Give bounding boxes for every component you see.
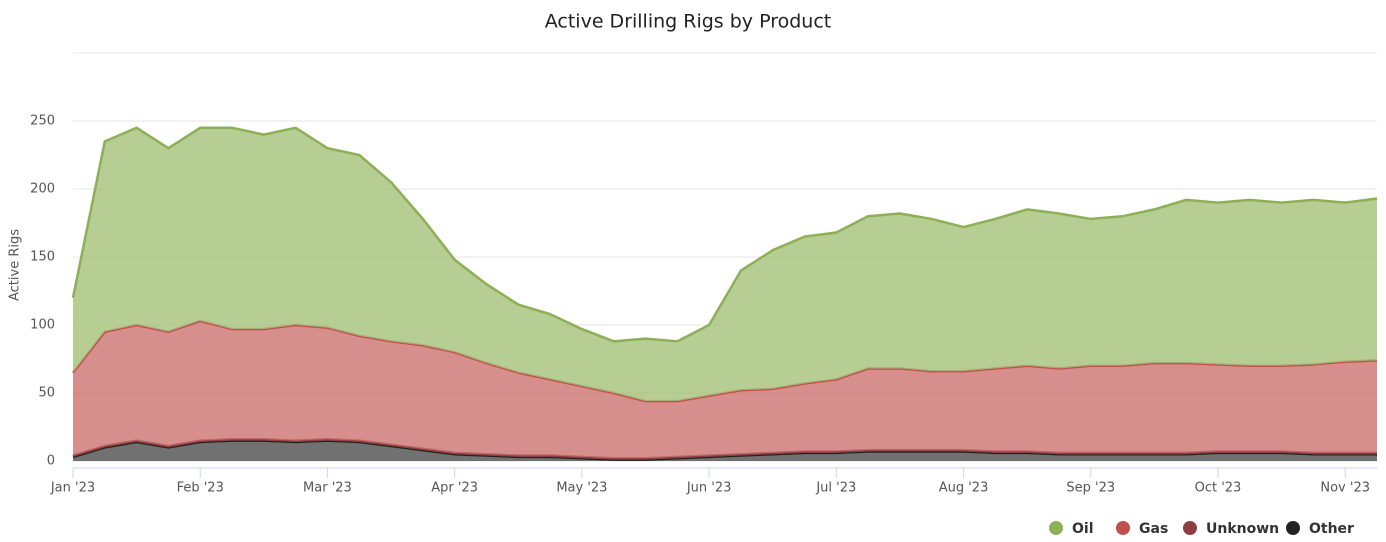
- legend-marker: [1286, 521, 1300, 535]
- x-tick-label: Nov '23: [1320, 481, 1370, 496]
- area-line: [71, 126, 1378, 343]
- x-tick-label: Apr '23: [431, 481, 478, 496]
- y-axis-title: Active Rigs: [8, 229, 23, 301]
- y-tick-label: 200: [30, 182, 55, 197]
- x-tick-label: Jul '23: [815, 481, 856, 496]
- x-tick-label: Sep '23: [1066, 481, 1115, 496]
- x-tick-label: Oct '23: [1195, 481, 1242, 496]
- legend-label: Unknown: [1206, 521, 1279, 537]
- x-tick-label: Aug '23: [939, 481, 989, 496]
- x-tick-label: Mar '23: [303, 481, 352, 496]
- y-tick-label: 250: [30, 114, 55, 129]
- legend-marker: [1049, 521, 1063, 535]
- chart-title: Active Drilling Rigs by Product: [545, 11, 831, 33]
- legend-label: Oil: [1072, 521, 1094, 537]
- legend-label: Other: [1309, 521, 1354, 537]
- y-tick-label: 0: [47, 454, 55, 469]
- y-tick-label: 150: [30, 250, 55, 265]
- legend-label: Gas: [1139, 521, 1168, 537]
- area: [73, 127, 1377, 402]
- y-tick-label: 50: [38, 386, 55, 401]
- legend-marker: [1183, 521, 1197, 535]
- x-tick-label: May '23: [556, 481, 607, 496]
- area: [73, 320, 1377, 459]
- x-tick-label: Feb '23: [177, 481, 224, 496]
- x-tick-label: Jun '23: [686, 481, 732, 496]
- area: [73, 440, 1377, 461]
- y-tick-label: 100: [30, 318, 55, 333]
- x-tick-label: Jan '23: [50, 481, 95, 496]
- legend-marker: [1116, 521, 1130, 535]
